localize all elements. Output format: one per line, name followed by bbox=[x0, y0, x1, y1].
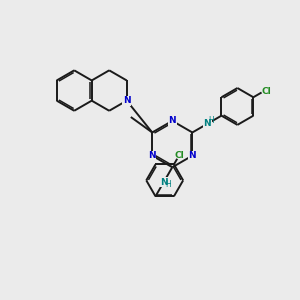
Text: N: N bbox=[123, 96, 130, 105]
Text: N: N bbox=[189, 151, 196, 160]
Text: N: N bbox=[160, 178, 167, 187]
Text: Cl: Cl bbox=[261, 86, 271, 95]
Text: H: H bbox=[208, 116, 214, 125]
Text: N: N bbox=[148, 151, 156, 160]
Text: Cl: Cl bbox=[174, 151, 184, 160]
Text: H: H bbox=[165, 180, 171, 189]
Text: N: N bbox=[169, 116, 176, 125]
Text: N: N bbox=[203, 119, 211, 128]
